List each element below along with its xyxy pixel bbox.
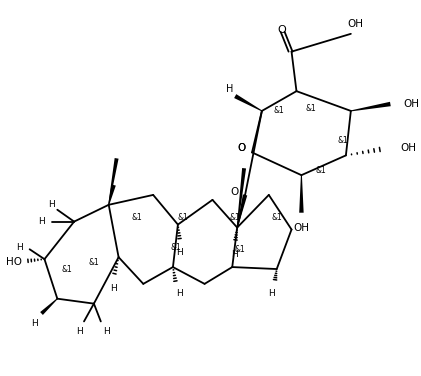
Text: H: H: [110, 284, 117, 293]
Text: &1: &1: [62, 265, 72, 273]
Text: O: O: [237, 144, 245, 153]
Text: H: H: [176, 248, 183, 257]
Polygon shape: [108, 158, 119, 205]
Text: H: H: [76, 327, 83, 336]
Text: &1: &1: [178, 213, 188, 222]
Polygon shape: [237, 168, 246, 227]
Polygon shape: [108, 185, 116, 205]
Text: H: H: [231, 250, 237, 259]
Text: OH: OH: [293, 223, 309, 232]
Text: &1: &1: [235, 245, 245, 254]
Text: &1: &1: [338, 136, 348, 145]
Text: OH: OH: [400, 144, 416, 153]
Text: O: O: [277, 25, 286, 35]
Text: HO: HO: [6, 257, 22, 267]
Text: H: H: [48, 200, 55, 209]
Text: H: H: [16, 243, 23, 252]
Text: O: O: [230, 187, 238, 197]
Text: H: H: [269, 289, 275, 298]
Polygon shape: [234, 94, 262, 111]
Text: &1: &1: [88, 258, 99, 267]
Polygon shape: [237, 194, 247, 227]
Text: H: H: [104, 327, 110, 336]
Polygon shape: [40, 298, 58, 315]
Text: &1: &1: [272, 213, 282, 222]
Text: H: H: [226, 84, 233, 94]
Text: OH: OH: [403, 99, 419, 109]
Text: H: H: [176, 289, 183, 298]
Text: &1: &1: [273, 106, 284, 115]
Text: &1: &1: [306, 105, 317, 114]
Text: &1: &1: [131, 213, 142, 222]
Text: O: O: [237, 144, 245, 153]
Polygon shape: [351, 102, 391, 111]
Text: &1: &1: [316, 166, 327, 175]
Text: OH: OH: [348, 19, 364, 29]
Polygon shape: [299, 175, 304, 213]
Text: &1: &1: [171, 243, 181, 252]
Text: H: H: [38, 217, 45, 226]
Text: H: H: [31, 319, 38, 328]
Text: &1: &1: [230, 213, 240, 222]
